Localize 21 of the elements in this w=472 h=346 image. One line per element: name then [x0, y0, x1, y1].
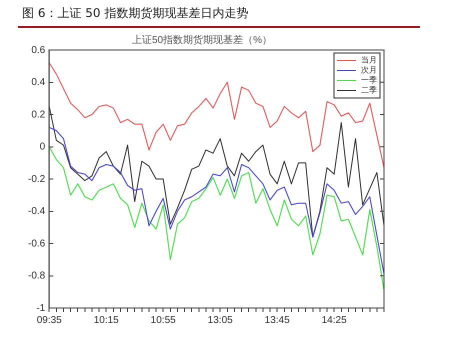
y-tick-label: -0.8 [28, 270, 46, 282]
y-tick-label: -0.6 [28, 238, 46, 250]
y-tick-label: -0.4 [28, 206, 46, 217]
y-tick-label: 0 [40, 142, 46, 152]
x-tick-label: 13:45 [264, 314, 290, 326]
y-tick-label: -0.2 [28, 174, 46, 185]
legend-label: 二季 [361, 86, 377, 95]
legend-label: 当月 [361, 56, 377, 65]
y-tick-label: 0.6 [31, 44, 46, 56]
x-tick-label: 13:05 [208, 314, 234, 326]
x-tick-label: 10:15 [94, 314, 120, 326]
chart-subtitle: 上证50指数期货期现基差（%） [132, 34, 272, 46]
x-tick-label: 10:55 [150, 314, 176, 326]
legend-label: 一季 [361, 76, 377, 85]
x-tick-label: 14:25 [322, 314, 348, 326]
y-tick-label: -1 [36, 302, 46, 314]
x-tick-label: 09:35 [36, 314, 62, 326]
y-tick-label: 0.2 [31, 109, 46, 120]
y-tick-label: 0.4 [31, 77, 46, 88]
legend-label: 次月 [361, 66, 377, 75]
chart-title: 图 6：上证 50 指数期货期现基差日内走势 [22, 5, 248, 22]
